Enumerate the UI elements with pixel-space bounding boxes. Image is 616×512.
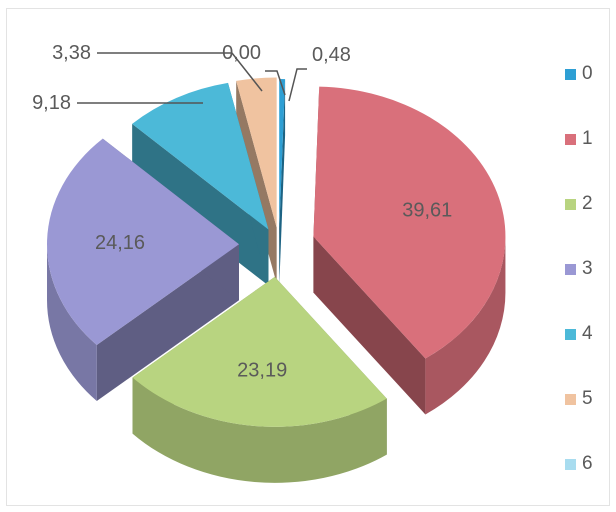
data-label-0: 0,48 [312,44,351,66]
leader-line-0 [288,68,307,102]
pie-slice-0 [279,79,286,286]
data-label-5: 3,38 [52,42,91,64]
legend-label: 3 [582,258,593,279]
legend-item-2: 2 [565,191,593,217]
legend-swatch [565,328,576,340]
legend-item-4: 4 [565,321,593,347]
legend-swatch [565,133,576,145]
pie-chart: 0,48 39,61 23,19 24,16 9,18 3,38 0,00 [32,42,506,483]
legend-swatch [565,458,576,470]
pie-slices [47,77,506,483]
legend-label: 1 [582,128,593,149]
legend-label: 2 [582,193,593,214]
legend-item-1: 1 [565,126,593,152]
leader-line-6 [265,70,286,96]
data-label-1: 39,61 [402,199,452,221]
legend-item-5: 5 [565,386,593,412]
legend-item-6: 6 [565,451,593,477]
legend-swatch [565,68,576,80]
pie-slice-1 [313,86,506,415]
data-labels: 0,48 39,61 23,19 24,16 9,18 3,38 0,00 [32,42,452,381]
legend-label: 6 [582,453,593,474]
data-label-3: 24,16 [95,232,145,254]
legend-label: 0 [582,63,593,84]
legend-item-0: 0 [565,61,593,87]
legend-swatch [565,393,576,405]
legend-item-3: 3 [565,256,593,282]
legend-swatch [565,263,576,275]
leader-line-5 [97,52,263,92]
data-label-4: 9,18 [32,92,71,114]
pie-slice-3 [47,138,240,402]
pie-slice-2 [132,276,387,483]
legend-label: 5 [582,388,593,409]
legend-label: 4 [582,323,593,344]
data-label-2: 23,19 [237,359,287,381]
data-label-6: 0,00 [222,42,261,64]
legend-swatch [565,198,576,210]
chart-area: 0,48 39,61 23,19 24,16 9,18 3,38 0,00 0 1 2 3 4 5 6 [6,8,610,506]
